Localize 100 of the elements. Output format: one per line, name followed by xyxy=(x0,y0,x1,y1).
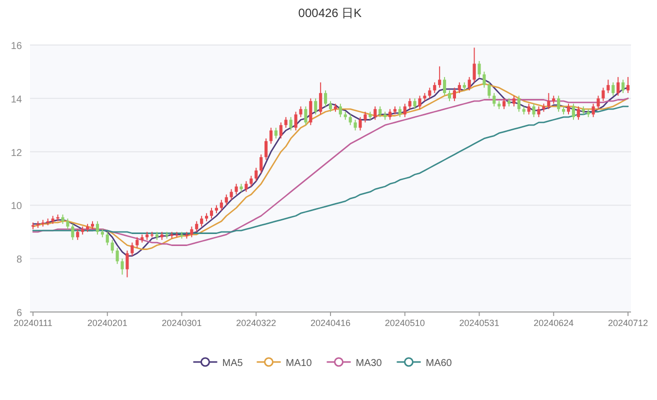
candlestick xyxy=(468,76,471,91)
candlestick xyxy=(126,250,129,278)
candlestick xyxy=(348,114,352,126)
candlestick xyxy=(428,87,432,99)
candlestick xyxy=(120,258,124,276)
x-tick-label: 20240416 xyxy=(310,318,351,328)
candlestick xyxy=(547,92,550,110)
candlestick xyxy=(403,103,406,118)
candlestick xyxy=(314,98,318,115)
candlestick xyxy=(328,100,332,112)
chart-title: 000426 日K xyxy=(298,6,362,20)
x-tick-label: 20240510 xyxy=(384,318,425,328)
candlestick xyxy=(408,98,412,110)
candlestick xyxy=(472,47,476,83)
candlestick xyxy=(319,82,322,115)
candlestick xyxy=(116,247,119,264)
candlestick xyxy=(76,228,80,240)
candlestick xyxy=(374,106,377,120)
x-tick-label: 20240624 xyxy=(534,318,574,328)
candlestick xyxy=(616,76,620,96)
candlestick xyxy=(299,106,302,118)
candlestick xyxy=(413,98,416,110)
candlestick xyxy=(220,199,223,212)
candlestick xyxy=(458,82,461,94)
x-tick-label: 20240531 xyxy=(459,318,500,328)
candlestick xyxy=(96,220,99,236)
candlestick xyxy=(612,82,615,96)
candlestick xyxy=(279,122,282,139)
y-tick-label: 14 xyxy=(10,94,22,106)
x-tick-label: 20240111 xyxy=(14,318,52,328)
y-tick-label: 12 xyxy=(10,148,22,159)
candlestick xyxy=(254,167,258,182)
candlestick xyxy=(537,106,540,118)
candlestick xyxy=(378,106,382,118)
candlestick xyxy=(448,90,452,102)
candlestick xyxy=(110,239,114,254)
candlestick xyxy=(324,90,328,107)
candlestick xyxy=(66,218,70,230)
y-tick-label: 10 xyxy=(10,201,22,212)
x-tick-label: 20240201 xyxy=(87,318,128,328)
candlestick xyxy=(200,215,204,228)
candlestick xyxy=(274,127,278,139)
candlestick xyxy=(388,108,392,120)
legend-label: MA10 xyxy=(286,358,312,369)
candlestick xyxy=(136,236,139,248)
candlestick xyxy=(260,154,263,174)
candlestick xyxy=(250,175,253,188)
candlestick xyxy=(309,98,312,126)
candlestick xyxy=(512,95,516,107)
candlestick xyxy=(438,66,442,88)
legend-label: MA5 xyxy=(222,358,244,369)
candlestick xyxy=(358,116,362,131)
candlestick xyxy=(527,103,530,115)
candlestick xyxy=(492,92,496,107)
candlestick xyxy=(532,103,536,118)
candlestick xyxy=(566,103,570,115)
candlestick xyxy=(354,119,357,131)
x-tick-label: 20240322 xyxy=(236,318,276,328)
candlestick xyxy=(606,79,610,94)
candlestick xyxy=(502,98,506,110)
legend-label: MA60 xyxy=(426,358,452,369)
candlestick xyxy=(294,111,298,131)
candlestick xyxy=(443,76,446,96)
candlestick xyxy=(269,127,273,144)
candlestick xyxy=(596,95,600,110)
candlestick xyxy=(572,103,575,120)
candlestick xyxy=(289,116,292,131)
x-tick-label: 20240712 xyxy=(608,318,648,328)
candlestick xyxy=(190,226,194,238)
candlestick xyxy=(230,188,233,200)
candlestick xyxy=(210,207,214,220)
candlestick xyxy=(433,82,436,94)
candlestick xyxy=(130,242,134,256)
y-tick-label: 8 xyxy=(16,254,22,266)
candlestick xyxy=(557,95,560,112)
candlestick xyxy=(106,231,109,246)
candlestick xyxy=(418,95,422,110)
candlestick xyxy=(478,60,481,78)
candlestick xyxy=(224,194,228,206)
candlestick xyxy=(284,116,288,128)
candlestick xyxy=(576,106,580,120)
candlestick xyxy=(626,76,630,94)
candlestick xyxy=(71,223,74,240)
candlestick xyxy=(488,82,491,99)
candlestick xyxy=(398,106,402,118)
candlestick xyxy=(602,87,605,102)
candlestick xyxy=(482,71,486,88)
candlestick xyxy=(338,103,342,118)
candlestick xyxy=(622,79,625,94)
candlestick xyxy=(304,106,308,126)
candlestick xyxy=(234,183,238,196)
candlestick xyxy=(61,214,64,224)
x-tick-label: 20240301 xyxy=(162,318,202,328)
y-tick-label: 16 xyxy=(10,41,22,52)
y-tick-label: 6 xyxy=(16,308,22,319)
candlestick xyxy=(517,95,520,112)
candlestick xyxy=(195,220,198,232)
candlestick xyxy=(244,180,248,192)
candlestick xyxy=(592,103,595,118)
candlestick xyxy=(364,111,367,123)
